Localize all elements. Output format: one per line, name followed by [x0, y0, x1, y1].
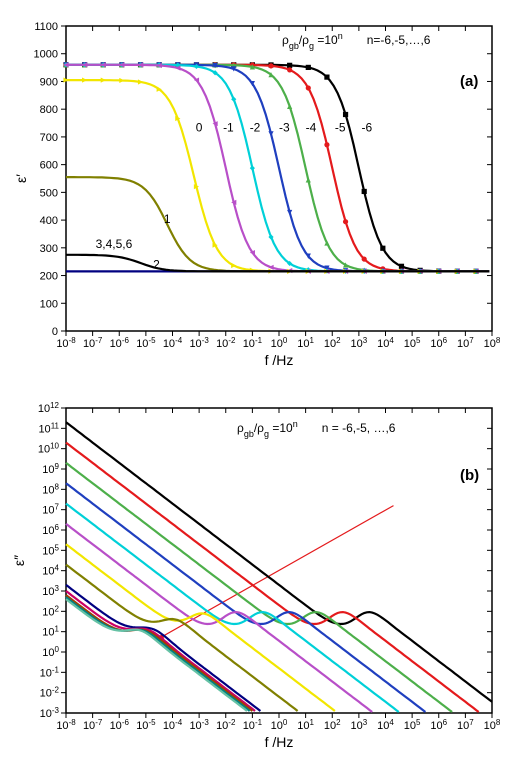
- svg-text:0: 0: [52, 326, 58, 338]
- svg-text:100: 100: [271, 336, 288, 351]
- svg-text:101: 101: [297, 718, 314, 733]
- svg-text:10-8: 10-8: [56, 336, 76, 351]
- svg-text:102: 102: [324, 718, 341, 733]
- svg-text:106: 106: [430, 336, 447, 351]
- svg-text:2: 2: [153, 258, 160, 272]
- svg-text:10-1: 10-1: [243, 718, 263, 733]
- svg-text:102: 102: [42, 604, 59, 619]
- svg-text:-5: -5: [335, 120, 346, 134]
- svg-text:f /Hz: f /Hz: [265, 734, 294, 750]
- svg-text:103: 103: [351, 718, 368, 733]
- svg-text:10-1: 10-1: [40, 665, 60, 680]
- svg-text:300: 300: [40, 243, 58, 255]
- svg-text:10-2: 10-2: [40, 685, 60, 700]
- svg-text:104: 104: [377, 718, 394, 733]
- svg-text:500: 500: [40, 187, 58, 199]
- svg-text:700: 700: [40, 132, 58, 144]
- svg-text:ε′: ε′: [13, 174, 29, 183]
- svg-text:1011: 1011: [38, 421, 59, 436]
- svg-text:103: 103: [351, 336, 368, 351]
- svg-text:106: 106: [42, 523, 59, 538]
- svg-text:10-3: 10-3: [189, 718, 209, 733]
- svg-text:ρgb/ρg =10n n = -6,-5, …,6: ρgb/ρg =10n n = -6,-5, …,6: [237, 419, 396, 439]
- svg-text:108: 108: [42, 482, 59, 497]
- svg-text:100: 100: [271, 718, 288, 733]
- svg-text:107: 107: [457, 336, 474, 351]
- svg-text:102: 102: [324, 336, 341, 351]
- svg-text:10-4: 10-4: [163, 718, 183, 733]
- svg-text:400: 400: [40, 215, 58, 227]
- svg-text:f /Hz: f /Hz: [265, 352, 294, 368]
- svg-text:10-7: 10-7: [83, 336, 103, 351]
- svg-text:104: 104: [377, 336, 394, 351]
- svg-text:104: 104: [42, 563, 59, 578]
- svg-text:103: 103: [42, 584, 59, 599]
- svg-text:10-5: 10-5: [136, 336, 156, 351]
- svg-text:1012: 1012: [38, 401, 60, 416]
- svg-text:600: 600: [40, 160, 58, 172]
- svg-text:(b): (b): [460, 467, 479, 484]
- svg-text:1: 1: [164, 212, 171, 226]
- svg-text:107: 107: [42, 502, 59, 516]
- svg-text:0: 0: [196, 120, 203, 134]
- svg-text:1000: 1000: [34, 49, 58, 61]
- svg-text:3,4,5,6: 3,4,5,6: [96, 237, 133, 251]
- svg-text:10-5: 10-5: [136, 718, 156, 733]
- svg-text:900: 900: [40, 76, 58, 88]
- chart-canvas: 01002003004005006007008009001000110010-8…: [8, 8, 510, 761]
- svg-text:10-1: 10-1: [243, 336, 263, 351]
- svg-text:ρgb/ρg =10n n=-6,-5,…,6: ρgb/ρg =10n n=-6,-5,…,6: [282, 31, 431, 51]
- figure: 01002003004005006007008009001000110010-8…: [8, 8, 502, 761]
- svg-text:1010: 1010: [38, 441, 60, 456]
- svg-text:101: 101: [297, 336, 314, 351]
- svg-text:-3: -3: [279, 120, 290, 134]
- svg-text:10-4: 10-4: [163, 336, 183, 351]
- svg-text:106: 106: [430, 718, 447, 733]
- svg-text:-2: -2: [250, 120, 261, 134]
- svg-text:-4: -4: [306, 120, 317, 134]
- svg-text:100: 100: [42, 645, 59, 660]
- svg-text:10-6: 10-6: [110, 336, 130, 351]
- svg-text:200: 200: [40, 271, 58, 283]
- svg-text:10-3: 10-3: [40, 706, 60, 721]
- svg-text:10-7: 10-7: [83, 718, 103, 733]
- svg-text:101: 101: [42, 624, 59, 639]
- svg-text:107: 107: [457, 718, 474, 733]
- svg-text:-1: -1: [223, 120, 234, 134]
- svg-text:10-3: 10-3: [189, 336, 209, 351]
- svg-text:105: 105: [404, 718, 421, 733]
- svg-text:10-6: 10-6: [110, 718, 130, 733]
- svg-text:10-2: 10-2: [216, 718, 236, 733]
- svg-text:105: 105: [404, 336, 421, 351]
- svg-text:108: 108: [484, 718, 501, 733]
- svg-text:800: 800: [40, 104, 58, 116]
- svg-text:-6: -6: [362, 120, 373, 134]
- svg-text:1100: 1100: [34, 21, 58, 33]
- svg-text:108: 108: [484, 336, 501, 351]
- svg-text:100: 100: [40, 298, 58, 310]
- svg-text:105: 105: [42, 543, 59, 558]
- svg-text:(a): (a): [460, 73, 478, 90]
- svg-text:109: 109: [42, 462, 59, 477]
- svg-text:10-8: 10-8: [56, 718, 76, 733]
- svg-text:ε″: ε″: [11, 555, 27, 566]
- svg-text:10-2: 10-2: [216, 336, 236, 351]
